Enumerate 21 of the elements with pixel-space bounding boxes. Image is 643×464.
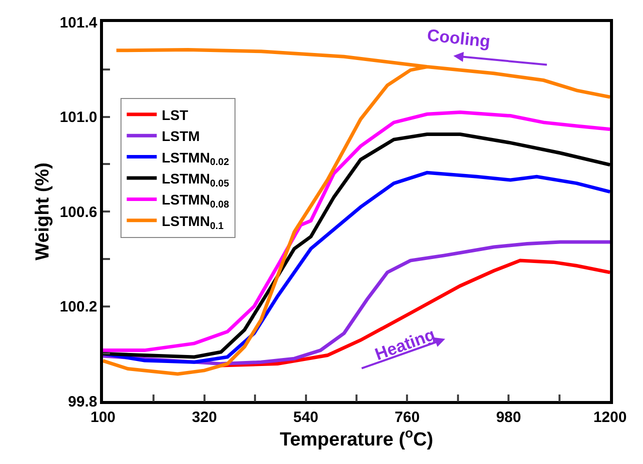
y-tick-label: 101.0 — [60, 109, 98, 126]
y-tick-label: 99.8 — [68, 393, 98, 410]
x-tick-label: 100 — [90, 408, 116, 426]
annotation: Cooling — [426, 26, 492, 52]
legend-label: LSTMN$_{0.02}$ — [162, 149, 230, 168]
legend-label: LSTMN$_{0.1}$ — [162, 212, 224, 232]
x-tick-label: 320 — [192, 408, 217, 426]
legend-label: LSTMN$_{0.08}$ — [162, 192, 230, 211]
legend-label: LST — [162, 106, 189, 123]
x-tick-label: 540 — [293, 408, 318, 426]
x-tick-label: 1200 — [593, 408, 627, 426]
line-series — [103, 170, 610, 364]
legend-label: LSTM — [162, 128, 200, 144]
y-tick-label: 101.4 — [60, 14, 98, 32]
y-axis-title: Weight (%) — [32, 162, 54, 260]
y-tick-label: 100.2 — [60, 298, 98, 316]
x-axis-title: Temperature ($^{o}$C) — [280, 426, 434, 451]
legend-label: LSTMN$_{0.05}$ — [162, 170, 230, 190]
x-tick-label: 760 — [394, 408, 420, 426]
x-tick-label: 980 — [496, 408, 522, 426]
y-tick-label: 100.6 — [60, 204, 98, 221]
